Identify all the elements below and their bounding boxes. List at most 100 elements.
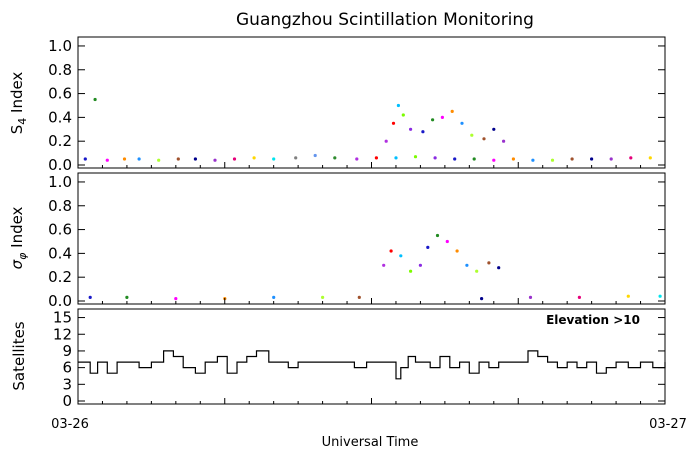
s4-data-point: [470, 133, 474, 137]
s4-ylabel-sub: 4: [16, 118, 29, 125]
sigma-phi-panel: σφ Index 0.0 0.2 0.4 0.6 0.8 1.0: [8, 172, 666, 310]
satellites-ytick-label: 12: [53, 325, 72, 343]
s4-ytick-label: 0.0: [48, 156, 72, 174]
s4-data-point: [511, 157, 515, 161]
s4-data-point: [421, 130, 425, 134]
s4-data-point: [355, 157, 359, 161]
sigma_phi-data-point: [658, 294, 662, 298]
s4-ylabel-main: S: [8, 125, 26, 135]
chart-title: Guangzhou Scintillation Monitoring: [236, 10, 534, 30]
x-tick-label-start: 03-26: [51, 417, 89, 432]
sigma_phi-data-point: [435, 233, 440, 238]
s4-data-point: [550, 158, 555, 162]
s4-data-point: [232, 157, 237, 161]
sigma_phi-data-point: [465, 263, 469, 267]
s4-data-point: [409, 127, 413, 131]
s4-ytick-label: 0.8: [48, 61, 72, 79]
sigma_phi-data-point: [125, 295, 129, 299]
sigma_phi-ytick-label: 0.8: [48, 197, 72, 215]
s4-plot-frame: [77, 36, 666, 169]
s4-data-point: [431, 118, 435, 122]
s4-data-point: [213, 158, 217, 162]
satellites-ytick-label: 9: [62, 342, 72, 360]
s4-data-point: [272, 157, 276, 161]
sigma-phi-ylabel: σφ Index: [8, 206, 29, 269]
sigma-phi-ylabel-main: σ: [8, 259, 26, 269]
sigma_phi-ytick-label: 0.2: [48, 268, 72, 286]
s4-data-point: [629, 156, 633, 160]
s4-data-point: [391, 121, 396, 125]
sigma_phi-data-point: [445, 239, 449, 244]
s4-data-point: [472, 157, 476, 161]
s4-data-point: [294, 156, 298, 160]
satellites-ytick-label: 0: [62, 392, 72, 410]
s4-data-point: [502, 139, 506, 143]
s4-panel: S4 Index 0.0 0.2 0.4 0.6 0.8 1.0: [8, 36, 666, 174]
sigma_phi-data-point: [577, 295, 582, 299]
sigma_phi-data-point: [389, 249, 393, 253]
s4-data-point: [83, 157, 87, 161]
s4-ytick-label: 0.4: [48, 108, 72, 126]
s4-data-point: [193, 157, 197, 161]
sigma_phi-ytick-label: 0.4: [48, 244, 72, 262]
s4-data-point: [648, 156, 652, 160]
s4-data-point: [384, 139, 388, 143]
satellites-ylabel: Satellites: [10, 321, 28, 390]
satellites-ytick-label: 15: [53, 309, 72, 327]
s4-data-point: [570, 157, 574, 161]
s4-data-point: [401, 113, 405, 117]
sigma-phi-plot-frame: [77, 172, 666, 305]
s4-data-point: [440, 115, 444, 119]
s4-ylabel-tail: Index: [8, 72, 26, 113]
s4-ytick-label: 0.6: [48, 85, 72, 103]
x-axis-title: Universal Time: [322, 435, 419, 450]
sigma_phi-data-point: [528, 295, 533, 299]
sigma_phi-data-point: [174, 297, 178, 301]
sigma_phi-ytick-label: 0.0: [48, 292, 72, 310]
sigma_phi-data-point: [399, 254, 403, 258]
s4-data-point: [122, 157, 127, 161]
s4-data-point: [590, 157, 594, 161]
s4-data-point: [176, 157, 180, 161]
s4-data-point: [492, 127, 496, 131]
elevation-annotation: Elevation >10: [546, 313, 640, 327]
sigma_phi-data-point: [487, 261, 491, 265]
sigma_phi-data-point: [409, 269, 413, 273]
sigma_phi-data-point: [475, 269, 479, 273]
s4-data-point: [531, 158, 535, 162]
s4-ytick-label: 1.0: [48, 37, 72, 55]
s4-data-point: [433, 156, 437, 160]
s4-data-point: [157, 158, 161, 162]
s4-data-point: [413, 155, 418, 159]
x-tick-label-end: 03-27: [649, 417, 687, 432]
sigma_phi-data-point: [272, 295, 276, 299]
sigma_phi-data-point: [418, 263, 422, 267]
satellites-ytick-label: 6: [62, 359, 72, 377]
sigma_phi-ytick-label: 0.6: [48, 221, 72, 239]
sigma_phi-data-point: [321, 295, 325, 299]
sigma_phi-data-point: [357, 295, 361, 299]
sigma_phi-data-point: [480, 297, 484, 301]
s4-data-point: [609, 157, 613, 161]
s4-data-point: [105, 158, 109, 162]
sigma_phi-data-point: [497, 266, 501, 270]
s4-data-point: [453, 157, 457, 161]
sigma_phi-ytick-label: 1.0: [48, 173, 72, 191]
s4-data-point: [492, 158, 496, 162]
satellites-ytick-label: 3: [62, 375, 72, 393]
s4-data-point: [137, 157, 141, 161]
s4-data-point: [93, 97, 97, 102]
s4-data-point: [482, 137, 486, 141]
s4-data-point: [396, 103, 400, 108]
s4-data-point: [450, 109, 454, 113]
sigma_phi-data-point: [88, 295, 92, 299]
s4-data-point: [374, 156, 378, 160]
sigma_phi-data-point: [455, 249, 459, 253]
sigma_phi-data-point: [426, 245, 430, 249]
s4-data-point: [460, 121, 464, 125]
sigma_phi-data-point: [626, 294, 630, 298]
s4-data-point: [252, 156, 256, 160]
s4-data-point: [394, 156, 398, 160]
